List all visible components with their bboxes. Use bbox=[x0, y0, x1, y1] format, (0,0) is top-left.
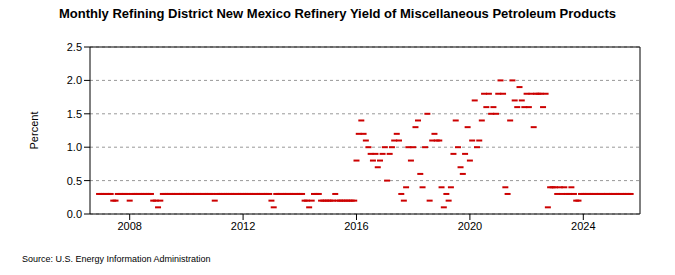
html-text:Source: U.S. Energy Informatio: Source: U.S. Energy Information Administ… bbox=[22, 254, 211, 264]
svg-text:1.0: 1.0 bbox=[67, 141, 82, 153]
svg-text:2024: 2024 bbox=[571, 220, 595, 232]
svg-text:2.0: 2.0 bbox=[67, 74, 82, 86]
svg-text:2016: 2016 bbox=[344, 220, 368, 232]
svg-text:0.5: 0.5 bbox=[67, 175, 82, 187]
svg-text:2012: 2012 bbox=[231, 220, 255, 232]
svg-text:0.0: 0.0 bbox=[67, 208, 82, 220]
html-text:Monthly Refining District New: Monthly Refining District New Mexico Ref… bbox=[59, 6, 616, 21]
svg-text:1.5: 1.5 bbox=[67, 108, 82, 120]
svg-text:2.5: 2.5 bbox=[67, 41, 82, 53]
svg-text:2020: 2020 bbox=[458, 220, 482, 232]
svg-text:Percent: Percent bbox=[28, 112, 40, 150]
svg-text:2008: 2008 bbox=[117, 220, 141, 232]
